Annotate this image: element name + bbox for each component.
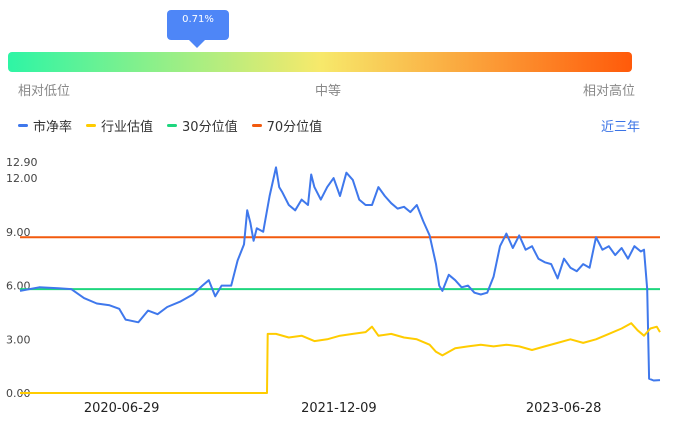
y-tick-label: 3.00 xyxy=(6,333,31,346)
gauge-high-label: 相对高位 xyxy=(583,84,636,99)
gauge-low-label: 相对低位 xyxy=(18,84,71,99)
industry-series-line xyxy=(20,322,661,394)
x-tick-label: 2021-12-09 xyxy=(301,401,377,416)
chart-legend: 市净率 行业估值 30分位值 70分位值 xyxy=(18,116,322,135)
legend-swatch-industry xyxy=(86,124,97,127)
pb-series-line xyxy=(19,166,661,382)
legend-industry[interactable]: 行业估值 xyxy=(86,116,153,135)
legend-swatch-p70 xyxy=(251,124,262,127)
gauge-bar xyxy=(8,52,632,72)
period-selector-link[interactable]: 近三年 xyxy=(600,120,640,135)
x-tick-label: 2023-06-28 xyxy=(526,401,602,416)
gauge-mid-label: 中等 xyxy=(315,84,342,99)
legend-p70[interactable]: 70分位值 xyxy=(251,116,323,135)
y-tick-label: 12.00 xyxy=(6,172,38,185)
gauge-tooltip: 0.71% xyxy=(167,10,229,48)
y-tick-label: 12.90 xyxy=(6,156,38,169)
legend-swatch-pb xyxy=(18,124,28,127)
legend-label-p70: 70分位值 xyxy=(266,120,323,135)
legend-pb[interactable]: 市净率 xyxy=(18,116,72,135)
legend-label-p30: 30分位值 xyxy=(182,120,238,135)
legend-label-industry: 行业估值 xyxy=(101,120,154,135)
gauge-value: 0.71% xyxy=(182,14,214,25)
legend-p30[interactable]: 30分位值 xyxy=(167,116,238,135)
y-tick-label: 0.00 xyxy=(6,387,31,400)
legend-label-pb: 市净率 xyxy=(33,120,73,135)
x-tick-label: 2020-06-29 xyxy=(84,401,160,416)
legend-swatch-p30 xyxy=(167,124,178,127)
y-tick-label: 9.00 xyxy=(6,226,31,239)
